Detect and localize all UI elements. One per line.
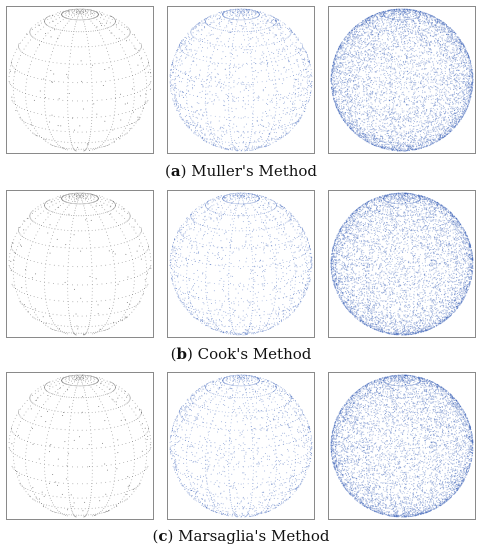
panel-b-1 <box>6 190 154 338</box>
sphere-plot <box>169 374 313 518</box>
panel-c-3 <box>328 372 476 520</box>
sphere-plot <box>330 192 474 336</box>
sphere-plot <box>330 8 474 152</box>
caption-b: (b) Cook's Method <box>0 345 482 363</box>
panel-c-2 <box>167 372 315 520</box>
panel-a-1 <box>6 6 154 154</box>
sphere-plot <box>330 374 474 518</box>
sphere-plot <box>169 192 313 336</box>
sphere-plot <box>169 8 313 152</box>
panel-a-2 <box>167 6 315 154</box>
caption-a: (a) Muller's Method <box>0 162 482 180</box>
sphere-plot <box>8 374 152 518</box>
caption-c: (c) Marsaglia's Method <box>0 527 482 545</box>
panel-c-1 <box>6 372 154 520</box>
sphere-plot <box>8 8 152 152</box>
sphere-plot <box>8 192 152 336</box>
panel-b-3 <box>328 190 476 338</box>
panel-b-2 <box>167 190 315 338</box>
panel-a-3 <box>328 6 476 154</box>
